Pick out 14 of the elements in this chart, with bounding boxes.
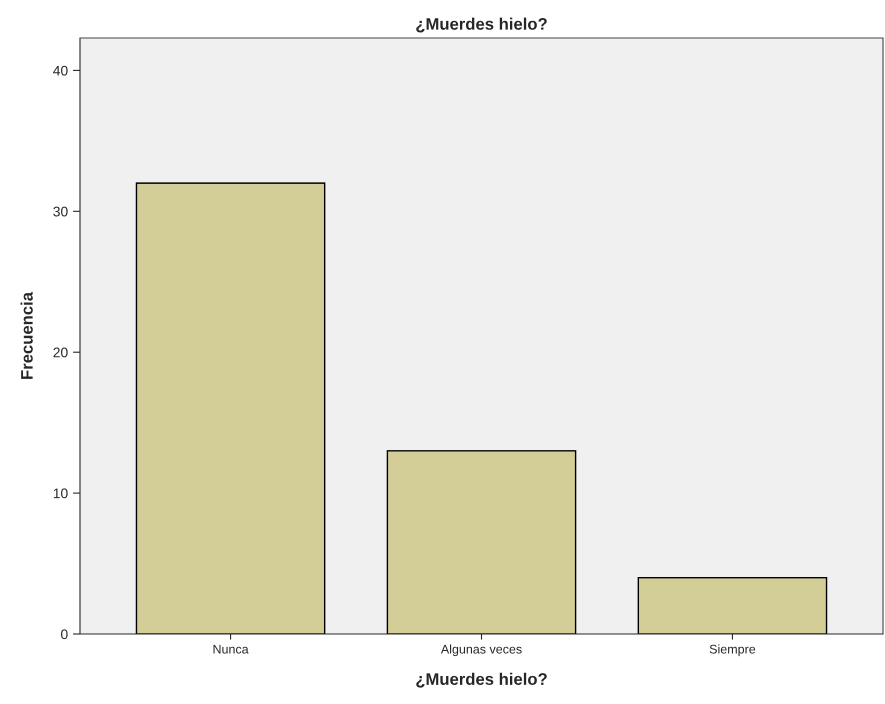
y-tick-label: 10 <box>54 488 68 498</box>
chart-title: ¿Muerdes hielo? <box>416 18 547 32</box>
bar <box>638 576 828 634</box>
x-axis-title: ¿Muerdes hielo? <box>416 672 547 688</box>
x-tick-label: Algunas veces <box>440 644 522 656</box>
y-tick-label: 30 <box>53 206 68 216</box>
y-tick-label: 20 <box>53 348 68 358</box>
x-tick-label: Siempre <box>710 644 756 656</box>
y-tick-label: 40 <box>53 66 68 76</box>
x-tick-label: Nunca <box>214 644 249 654</box>
y-tick-label: 0 <box>61 629 68 640</box>
bar <box>136 182 326 634</box>
bar <box>386 450 576 634</box>
y-axis-title: Frecuencia <box>20 292 33 379</box>
